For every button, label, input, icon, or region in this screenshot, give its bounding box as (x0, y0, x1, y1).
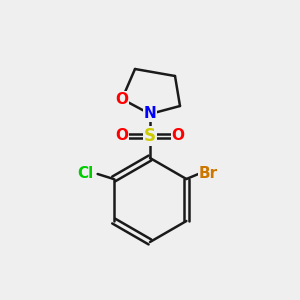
Text: O: O (172, 128, 184, 143)
Text: S: S (144, 127, 156, 145)
Text: O: O (116, 128, 128, 143)
Text: N: N (144, 106, 156, 122)
Text: Br: Br (199, 167, 218, 182)
Text: Cl: Cl (77, 167, 94, 182)
Text: O: O (116, 92, 128, 106)
